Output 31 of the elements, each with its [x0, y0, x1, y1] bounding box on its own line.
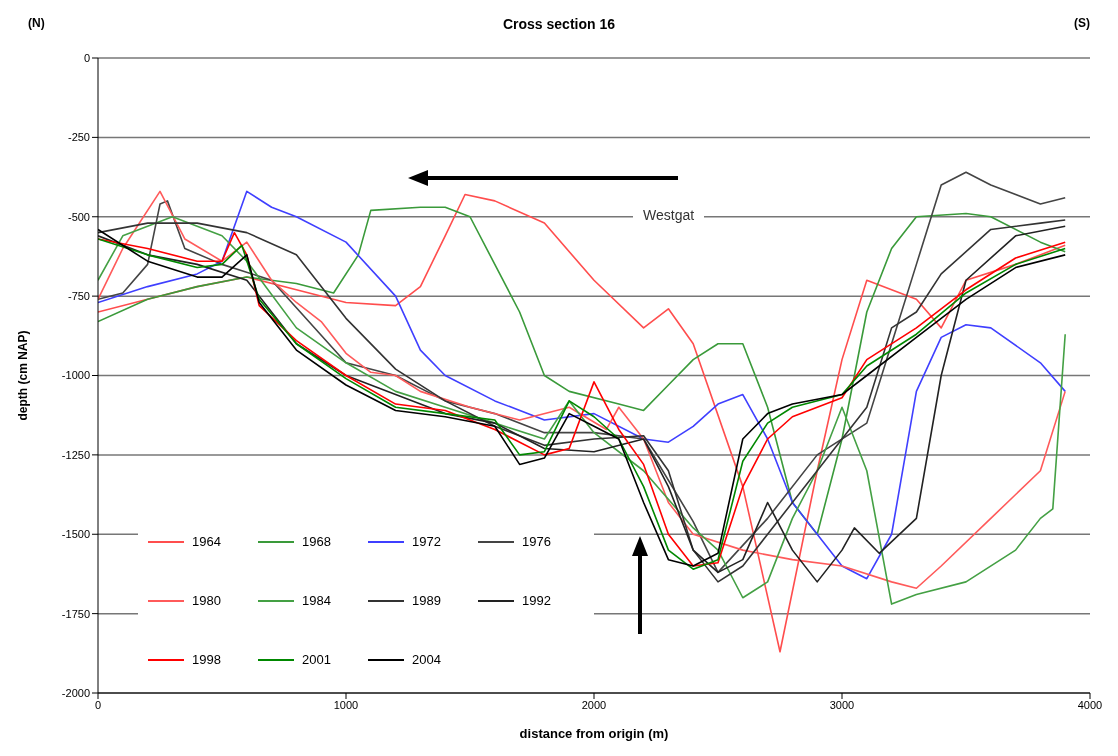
legend-label: 1998 [192, 652, 221, 667]
y-tick-label: -250 [67, 131, 90, 144]
chart-title: Cross section 16 [502, 16, 616, 32]
y-tick-label: -2000 [61, 686, 90, 699]
y-tick-label: -500 [67, 210, 90, 223]
legend-label: 1972 [412, 534, 441, 549]
legend-label: 1992 [522, 593, 551, 608]
x-axis-title: distance from origin (m) [519, 726, 669, 741]
y-tick-label: 0 [83, 51, 90, 64]
annotation: Westgat [633, 207, 705, 223]
y-tick-label: -1250 [61, 448, 90, 461]
legend-label: 1989 [412, 593, 441, 608]
legend-label: 2004 [412, 652, 441, 667]
text: (N) [28, 16, 45, 30]
x-tick-label: 3000 [829, 698, 855, 711]
text: (S) [1074, 16, 1090, 30]
y-tick-label: -750 [67, 290, 90, 303]
x-tick-label: 2000 [581, 698, 607, 711]
x-tick-label: 4000 [1077, 698, 1103, 711]
legend-label: 1968 [302, 534, 331, 549]
y-axis-title: depth (cm NAP) [16, 330, 31, 421]
legend-label: 1964 [192, 534, 221, 549]
x-tick-label: 1000 [333, 698, 359, 711]
legend-label: 2001 [302, 652, 331, 667]
legend-label: 1984 [302, 593, 331, 608]
y-tick-label: -1750 [61, 607, 90, 620]
y-tick-label: -1500 [61, 528, 90, 541]
y-tick-label: -1000 [61, 369, 90, 382]
legend-label: 1976 [522, 534, 551, 549]
x-tick-label: 0 [94, 698, 102, 711]
legend-label: 1980 [192, 593, 221, 608]
